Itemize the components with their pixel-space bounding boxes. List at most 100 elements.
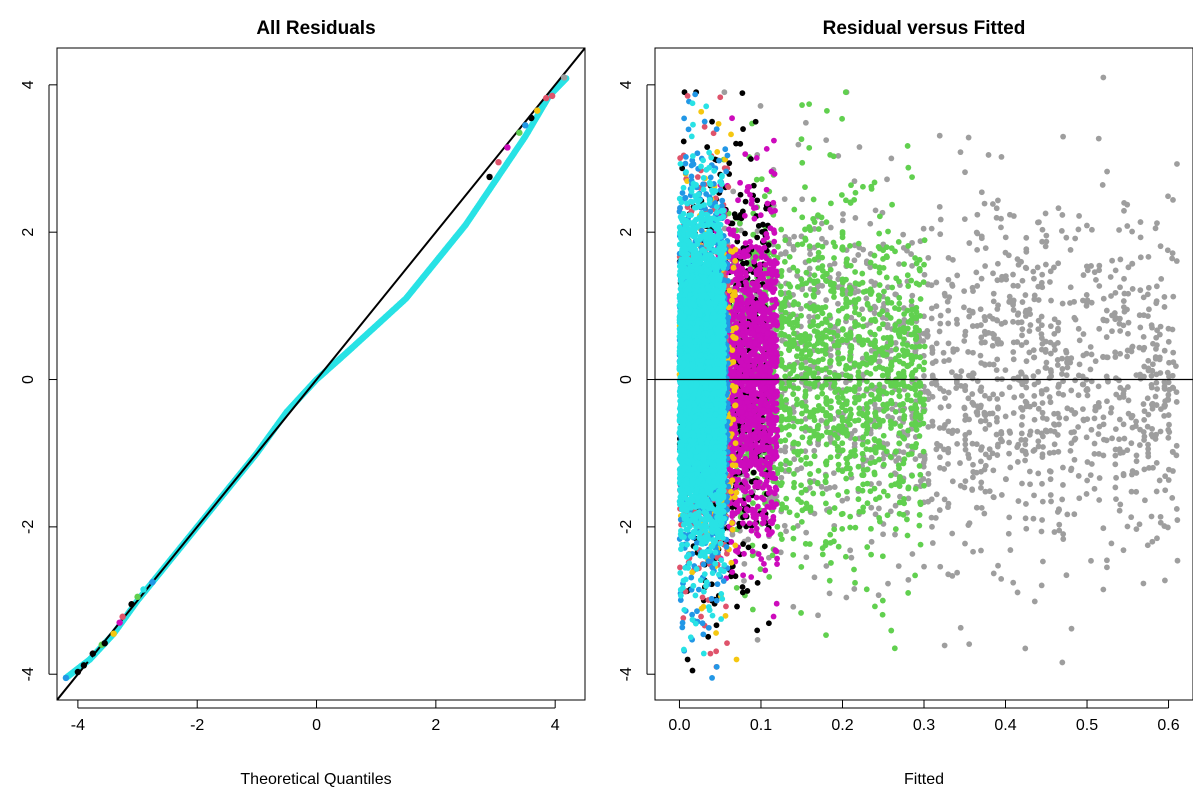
residual-point — [946, 357, 952, 363]
residual-point — [846, 465, 853, 472]
residual-point — [1112, 267, 1119, 274]
residual-point — [863, 420, 870, 427]
residual-point — [974, 323, 981, 329]
residual-point — [1161, 304, 1168, 310]
residual-point — [1038, 313, 1045, 320]
residual-point — [896, 261, 902, 267]
residual-point — [828, 288, 834, 294]
residual-point — [819, 340, 826, 347]
residual-point — [1047, 350, 1054, 357]
residual-point — [1015, 319, 1022, 326]
residual-point — [859, 270, 866, 277]
residual-point — [901, 500, 908, 507]
residual-point — [1145, 446, 1152, 452]
residual-point — [978, 444, 985, 451]
residual-point — [867, 264, 874, 271]
residual-point — [925, 254, 932, 261]
qq-point — [80, 662, 88, 669]
residual-point — [778, 536, 785, 543]
residual-point — [1038, 322, 1045, 329]
residual-point — [810, 413, 817, 420]
residual-point — [786, 294, 793, 300]
residual-point — [1051, 529, 1058, 535]
residual-point — [1014, 283, 1021, 289]
residual-point — [1022, 441, 1029, 448]
residual-point — [1083, 291, 1090, 298]
residual-point — [758, 176, 765, 183]
residual-point — [1043, 232, 1050, 239]
residual-point — [929, 422, 936, 429]
residual-point — [909, 239, 915, 246]
residual-point — [1150, 464, 1156, 471]
residual-point — [827, 346, 834, 352]
residual-point — [791, 233, 798, 240]
residual-point — [1112, 452, 1119, 459]
residual-point — [1083, 350, 1090, 357]
residual-point — [879, 597, 886, 604]
residual-point — [945, 504, 951, 511]
residual-point — [798, 564, 805, 570]
residual-point — [990, 494, 997, 500]
residual-point — [876, 421, 883, 428]
residual-point — [1042, 261, 1049, 268]
residual-point — [978, 189, 985, 196]
residual-point — [810, 293, 817, 300]
residual-point — [1103, 307, 1110, 314]
residual-point — [994, 452, 1001, 458]
residual-point — [741, 550, 747, 557]
residual-point — [734, 603, 740, 610]
residual-point — [1060, 531, 1067, 537]
residual-point — [1084, 297, 1091, 304]
residual-point — [799, 410, 805, 417]
residual-point — [1096, 325, 1103, 332]
residual-point — [791, 439, 798, 446]
residual-point — [785, 346, 792, 353]
residual-point — [830, 470, 837, 477]
residual-point — [823, 441, 830, 448]
residual-point — [989, 342, 996, 349]
residual-point — [1129, 412, 1136, 419]
residual-point — [799, 196, 806, 203]
residual-point — [754, 636, 761, 643]
residual-point — [986, 361, 993, 368]
residual-point — [1019, 326, 1026, 333]
residual-point — [806, 380, 813, 387]
residual-point — [802, 486, 809, 493]
residual-point — [982, 451, 989, 458]
residual-point — [1054, 432, 1061, 438]
residual-point — [840, 279, 846, 286]
qq-point — [504, 144, 511, 151]
residual-point — [1088, 426, 1095, 433]
residual-point — [929, 540, 936, 546]
residual-point — [901, 311, 908, 317]
residual-point — [1148, 372, 1155, 379]
residual-point — [889, 389, 895, 396]
residual-point — [795, 141, 802, 148]
residual-point — [835, 543, 842, 550]
residual-point — [1137, 287, 1144, 294]
residual-point — [1010, 307, 1017, 313]
residual-point — [1039, 226, 1046, 233]
residual-point — [844, 460, 851, 467]
residual-point — [884, 344, 891, 350]
residual-point — [1117, 350, 1124, 357]
residual-point — [799, 214, 806, 221]
residual-point — [901, 415, 908, 422]
residual-point — [1051, 441, 1058, 448]
residual-point — [896, 430, 903, 437]
residual-point — [835, 492, 842, 498]
residual-point — [1141, 408, 1148, 415]
residual-point — [945, 307, 952, 314]
residual-point — [921, 261, 927, 268]
residual-point — [1043, 386, 1050, 393]
residual-point — [1148, 513, 1155, 520]
residual-point — [1002, 249, 1009, 256]
residual-point — [856, 311, 863, 318]
residual-point — [925, 477, 932, 484]
residual-point — [917, 471, 924, 478]
residual-point — [847, 349, 854, 355]
residual-point — [847, 262, 854, 269]
residual-point — [1022, 437, 1029, 443]
residual-point — [827, 322, 834, 329]
residual-point — [806, 265, 813, 272]
